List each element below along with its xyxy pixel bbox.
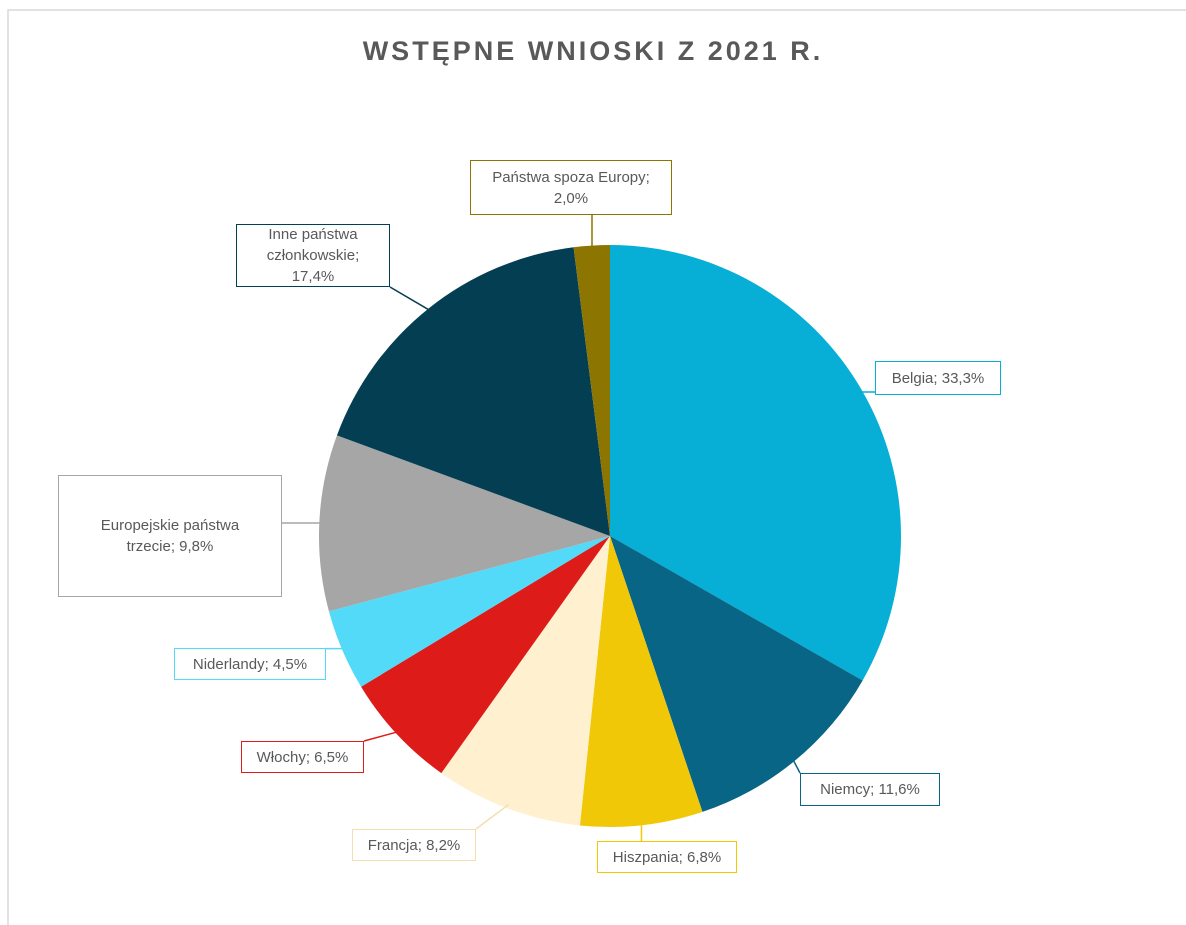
chart-frame: [7, 9, 1186, 925]
pie-slice: [579, 536, 703, 827]
data-label: Niderlandy; 4,5%: [174, 648, 326, 680]
pie-slice: [441, 536, 610, 826]
pie-slice: [573, 245, 610, 536]
pie-slice: [610, 245, 902, 681]
pie-slice: [319, 435, 610, 612]
leader-line: [791, 757, 801, 774]
pie-slice: [361, 536, 610, 774]
chart-title: WSTĘPNE WNIOSKI Z 2021 R.: [362, 36, 824, 66]
data-label: Francja; 8,2%: [352, 829, 476, 861]
leader-line: [389, 286, 432, 312]
data-label: Inne państwa członkowskie; 17,4%: [236, 224, 390, 287]
leader-line: [363, 730, 400, 742]
pie-slice: [328, 536, 610, 687]
data-label: Włochy; 6,5%: [241, 741, 364, 773]
pie-slice: [610, 536, 863, 812]
leader-line: [475, 803, 510, 830]
pie-slice: [336, 247, 610, 536]
data-label: Europejskie państwa trzecie; 9,8%: [58, 475, 282, 597]
data-label: Belgia; 33,3%: [875, 361, 1001, 395]
data-label: Hiszpania; 6,8%: [597, 841, 737, 873]
data-label: Państwa spoza Europy; 2,0%: [470, 160, 672, 215]
data-label: Niemcy; 11,6%: [800, 773, 940, 806]
